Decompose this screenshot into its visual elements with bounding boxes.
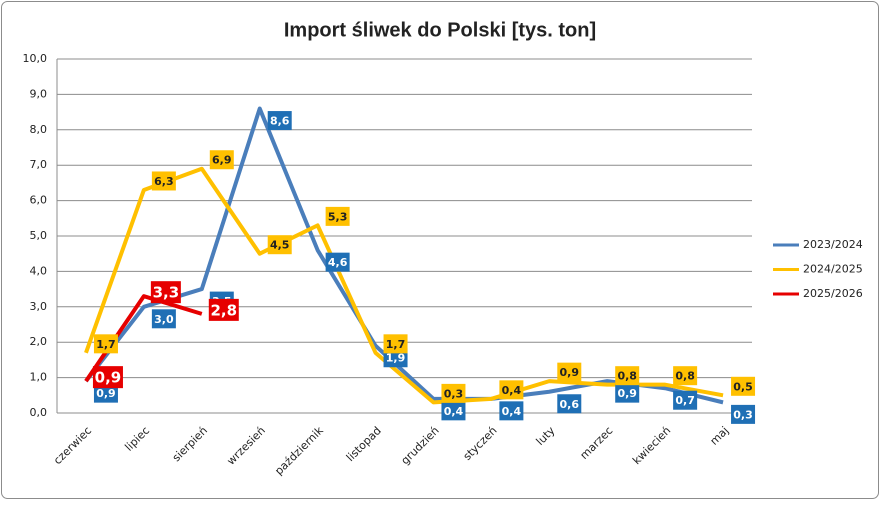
y-tick-label: 10,0: [23, 52, 48, 65]
data-label-box: [151, 309, 176, 329]
data-label: 1,7: [96, 338, 116, 351]
y-tick-label: 2,0: [30, 335, 48, 348]
y-tick-label: 4,0: [30, 264, 48, 277]
data-label: 0,5: [733, 380, 753, 393]
data-label: 8,6: [270, 115, 290, 128]
legend-label: 2025/2026: [803, 287, 863, 300]
data-label-box: [441, 401, 466, 421]
y-tick-label: 8,0: [30, 123, 48, 136]
data-label-box: [325, 206, 350, 226]
data-label-box: [499, 380, 524, 400]
legend-label: 2024/2025: [803, 263, 863, 276]
data-label: 6,9: [212, 154, 232, 167]
data-label: 0,9: [95, 369, 122, 387]
data-label: 4,6: [328, 256, 348, 269]
data-label-box: [267, 111, 292, 131]
y-tick-label: 7,0: [30, 158, 48, 171]
data-label-box: [673, 390, 698, 410]
data-label: 0,4: [502, 405, 522, 418]
data-label: 3,0: [154, 313, 174, 326]
data-label-box: [731, 376, 756, 396]
y-tick-label: 1,0: [30, 371, 48, 384]
data-label-box: [383, 334, 408, 354]
data-label: 6,3: [154, 175, 174, 188]
y-tick-label: 5,0: [30, 229, 48, 242]
data-label: 0,9: [560, 366, 580, 379]
data-label: 0,7: [675, 394, 695, 407]
y-tick-label: 6,0: [30, 194, 48, 207]
data-label-box: [557, 362, 582, 382]
data-label-box: [150, 281, 181, 304]
data-label: 0,4: [444, 405, 464, 418]
data-label: 4,5: [270, 239, 290, 252]
data-label-box: [267, 235, 292, 255]
data-label-box: [325, 252, 350, 272]
data-label: 1,7: [386, 338, 406, 351]
chart-title: Import śliwek do Polski [tys. ton]: [284, 19, 596, 41]
data-label: 5,3: [328, 210, 348, 223]
data-label: 0,4: [502, 384, 522, 397]
y-tick-label: 9,0: [30, 87, 48, 100]
data-label: 0,8: [675, 370, 695, 383]
data-label-box: [499, 401, 524, 421]
data-label: 0,3: [733, 408, 753, 421]
data-label: 0,3: [444, 387, 464, 400]
data-label: 0,9: [96, 387, 116, 400]
data-label-box: [615, 366, 640, 386]
data-label: 0,8: [617, 370, 637, 383]
data-label-box: [557, 394, 582, 414]
data-label: 2,8: [211, 301, 238, 319]
data-label-box: [93, 334, 118, 354]
data-label-box: [208, 298, 239, 321]
data-label-box: [673, 366, 698, 386]
data-label-box: [615, 383, 640, 403]
legend-label: 2023/2024: [803, 238, 863, 251]
data-label: 3,3: [153, 284, 180, 302]
data-label-box: [441, 383, 466, 403]
y-tick-label: 0,0: [30, 406, 48, 419]
data-label: 0,6: [560, 398, 580, 411]
data-label-box: [93, 383, 118, 403]
data-label-box: [151, 171, 176, 191]
data-label: 0,9: [617, 387, 637, 400]
data-label-box: [209, 150, 234, 170]
y-tick-label: 3,0: [30, 300, 48, 313]
data-label-box: [92, 366, 123, 389]
data-label: 1,9: [386, 352, 406, 365]
data-label-box: [731, 404, 756, 424]
